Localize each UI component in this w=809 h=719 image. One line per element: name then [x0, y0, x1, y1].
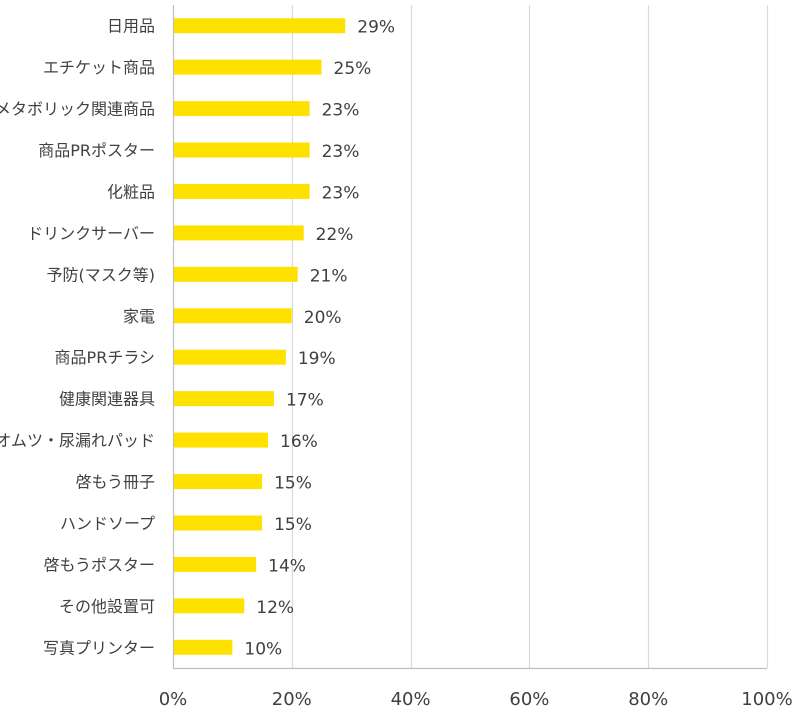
bar [174, 101, 310, 117]
x-tick-label: 80% [628, 689, 668, 710]
category-label: 家電 [123, 307, 155, 326]
category-label: エチケット商品 [43, 58, 155, 77]
category-label: 啓もう冊子 [75, 473, 155, 492]
value-label: 23% [322, 101, 360, 121]
value-label: 23% [322, 183, 360, 203]
bar [174, 391, 274, 407]
ticks-layer: 0% 20% 40% 60% 80% 100% [159, 689, 793, 710]
category-label: 健康関連器具 [59, 390, 155, 409]
value-label: 29% [357, 18, 395, 38]
category-label: ドリンクサーバー [27, 224, 155, 243]
bar [174, 225, 304, 241]
x-tick-label: 20% [272, 689, 312, 710]
bar [174, 598, 245, 614]
x-tick-label: 60% [509, 689, 549, 710]
bar [174, 515, 263, 531]
value-label: 23% [322, 142, 360, 162]
value-label: 15% [274, 515, 312, 535]
bar [174, 349, 286, 365]
category-label: 商品PRポスター [38, 141, 155, 160]
bars-layer [174, 18, 346, 655]
x-tick-label: 40% [391, 689, 431, 710]
bar [174, 432, 269, 448]
bar [174, 474, 263, 490]
value-label: 16% [280, 432, 318, 452]
x-tick-label: 0% [159, 689, 188, 710]
value-label: 20% [304, 308, 342, 328]
category-label: 写真プリンター [43, 638, 155, 657]
bar [174, 18, 346, 34]
category-label: その他設置可 [59, 597, 155, 616]
category-label: 予防(マスク等) [47, 265, 156, 284]
x-tick-label: 100% [741, 689, 792, 710]
value-label: 10% [244, 639, 282, 659]
value-label: 19% [298, 349, 336, 369]
value-label: 17% [286, 391, 324, 411]
value-label: 21% [310, 266, 348, 286]
category-label: 化粧品 [107, 182, 155, 201]
bar [174, 183, 310, 199]
bar [174, 266, 298, 282]
category-label: 日用品 [107, 17, 155, 36]
bar [174, 142, 310, 158]
value-label: 15% [274, 474, 312, 494]
bar [174, 308, 292, 324]
category-label: メタボリック関連商品 [0, 100, 155, 119]
value-label: 12% [256, 598, 294, 618]
value-label: 14% [268, 556, 306, 576]
category-label: 商品PRチラシ [55, 348, 155, 367]
value-label: 22% [316, 225, 354, 245]
bar [174, 639, 233, 655]
category-label: ハンドソープ [60, 514, 155, 533]
category-label: オムツ・尿漏れパッド [0, 431, 155, 450]
value-label: 25% [334, 59, 372, 79]
category-label: 啓もうポスター [43, 555, 155, 574]
bar [174, 556, 257, 572]
bar [174, 59, 322, 75]
labels-layer: 日用品 29% エチケット商品 25% メタボリック関連商品 23% 商品PRポスター 23%… [0, 17, 395, 660]
